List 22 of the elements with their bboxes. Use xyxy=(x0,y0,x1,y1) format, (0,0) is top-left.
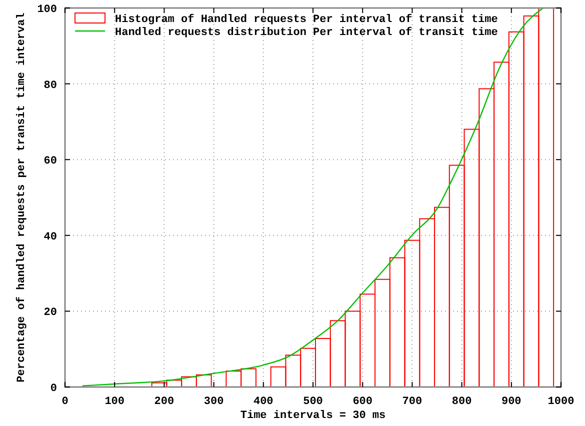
line-series xyxy=(82,7,544,386)
y-axis-title: Percentage of handled requests per transit time interval xyxy=(15,12,28,382)
x-tick-label: 500 xyxy=(303,396,323,408)
x-tick-label: 800 xyxy=(452,396,472,408)
x-tick-label: 1000 xyxy=(548,396,574,408)
x-tick-label: 600 xyxy=(352,396,373,408)
x-tick-label: 100 xyxy=(104,396,125,408)
x-tick-label: 400 xyxy=(253,396,274,408)
y-tick-label: 0 xyxy=(50,383,57,395)
y-tick-label: 100 xyxy=(37,4,57,16)
y-tick-label: 60 xyxy=(44,156,57,168)
y-tick-label: 20 xyxy=(44,307,57,320)
x-tick-label: 200 xyxy=(154,396,174,408)
y-tick-label: 40 xyxy=(44,231,57,244)
x-tick-label: 700 xyxy=(402,396,422,408)
legend-label: Histogram of Handled requests Per interval of transit time xyxy=(115,13,498,26)
x-tick-label: 0 xyxy=(62,396,68,408)
y-tick-label: 80 xyxy=(44,80,57,92)
x-tick-label: 900 xyxy=(501,396,522,408)
legend-label: Handled requests distribution Per interval of transit time xyxy=(115,26,498,39)
x-axis-title: Time intervals = 30 ms xyxy=(240,410,386,422)
x-tick-label: 300 xyxy=(204,396,224,408)
